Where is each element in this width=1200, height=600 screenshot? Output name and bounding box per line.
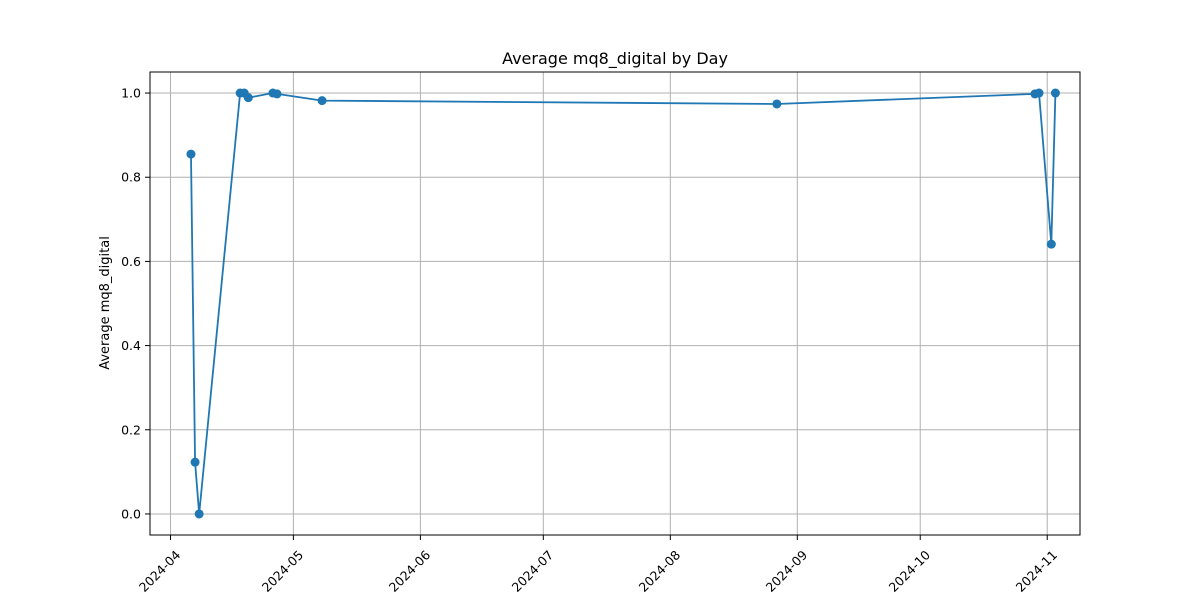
data-point (190, 457, 200, 467)
data-point (1050, 88, 1060, 98)
data-point (272, 89, 282, 99)
y-tick-label: 0.4 (121, 338, 141, 353)
y-tick-label: 0.0 (121, 506, 141, 521)
data-point (772, 99, 782, 109)
chart-title: Average mq8_digital by Day (502, 49, 728, 69)
data-point (243, 93, 253, 103)
data-point (1034, 88, 1044, 98)
data-point (186, 149, 196, 159)
data-point (317, 96, 327, 106)
y-axis-label: Average mq8_digital (98, 236, 113, 370)
y-tick-label: 0.2 (121, 422, 141, 437)
y-tick-label: 0.8 (121, 170, 141, 185)
y-tick-label: 0.6 (121, 254, 141, 269)
grid (150, 72, 1080, 535)
y-tick-label: 1.0 (121, 86, 141, 101)
data-point (194, 509, 204, 519)
series-layer (186, 88, 1060, 519)
plot-frame (149, 71, 1081, 536)
data-point (1046, 239, 1056, 249)
